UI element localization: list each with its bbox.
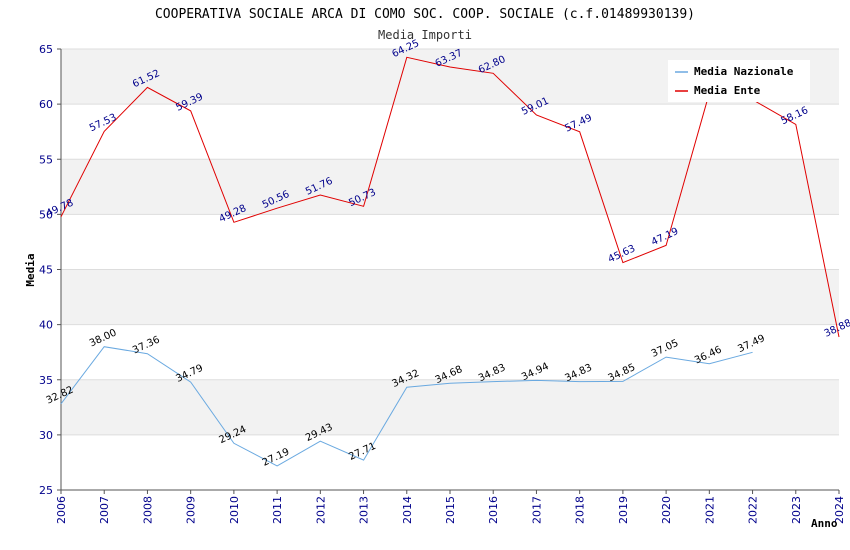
chart-title: COOPERATIVA SOCIALE ARCA DI COMO SOC. CO… — [155, 7, 695, 22]
x-tick-label: 2011 — [271, 496, 284, 524]
y-tick-label: 45 — [39, 264, 53, 277]
data-label-media-ente: 45.63 — [607, 243, 638, 265]
legend-label-media-nazionale: Media Nazionale — [694, 65, 794, 78]
x-tick-label: 2007 — [98, 496, 111, 524]
x-tick-label: 2015 — [444, 496, 457, 524]
x-tick-label: 2014 — [401, 496, 414, 524]
y-tick-label: 60 — [39, 98, 53, 111]
grid-band — [61, 159, 839, 215]
x-tick-label: 2013 — [358, 496, 371, 524]
x-tick-label: 2006 — [55, 496, 68, 524]
x-tick-label: 2012 — [314, 496, 327, 524]
x-tick-label: 2024 — [833, 496, 846, 524]
legend-box — [668, 60, 810, 102]
x-tick-label: 2020 — [660, 496, 673, 524]
y-tick-label: 40 — [39, 319, 53, 332]
y-tick-label: 65 — [39, 43, 53, 56]
x-tick-label: 2016 — [487, 496, 500, 524]
x-tick-label: 2009 — [185, 496, 198, 524]
legend: Media Nazionale Media Ente — [668, 60, 810, 102]
x-tick-label: 2022 — [747, 496, 760, 524]
x-tick-label: 2017 — [530, 496, 543, 524]
x-tick-label: 2021 — [703, 496, 716, 524]
x-tick-label: 2019 — [617, 496, 630, 524]
y-tick-label: 50 — [39, 208, 53, 221]
data-label-media-nazionale: 37.05 — [650, 338, 681, 360]
data-label-media-nazionale: 37.49 — [736, 333, 767, 355]
data-label-media-ente: 49.78 — [45, 197, 76, 219]
y-tick-label: 30 — [39, 429, 53, 442]
legend-label-media-ente: Media Ente — [694, 84, 761, 97]
grid-band — [61, 379, 839, 435]
x-tick-label: 2010 — [228, 496, 241, 524]
series-line-media-nazionale — [60, 346, 753, 467]
chart-subtitle: Media Importi — [378, 28, 472, 42]
grid-band — [61, 269, 839, 325]
x-tick-label: 2023 — [790, 496, 803, 524]
y-axis-ticks: 25 30 35 40 45 50 55 60 65 — [39, 43, 61, 497]
y-tick-label: 35 — [39, 374, 53, 387]
grid-bands — [61, 49, 839, 435]
y-tick-label: 55 — [39, 153, 53, 166]
x-tick-label: 2018 — [574, 496, 587, 524]
data-label-media-nazionale: 38.00 — [88, 327, 119, 349]
y-axis-label: Media — [24, 253, 37, 286]
y-tick-label: 25 — [39, 484, 53, 497]
x-tick-label: 2008 — [141, 496, 154, 524]
x-axis-ticks: 2006 2007 2008 2009 2010 2011 2012 2013 2014 2015… — [55, 490, 846, 524]
data-label-media-ente: 47.19 — [650, 226, 681, 248]
data-label-media-ente: 57.53 — [88, 112, 119, 134]
x-axis-label: Anno — [811, 517, 838, 530]
